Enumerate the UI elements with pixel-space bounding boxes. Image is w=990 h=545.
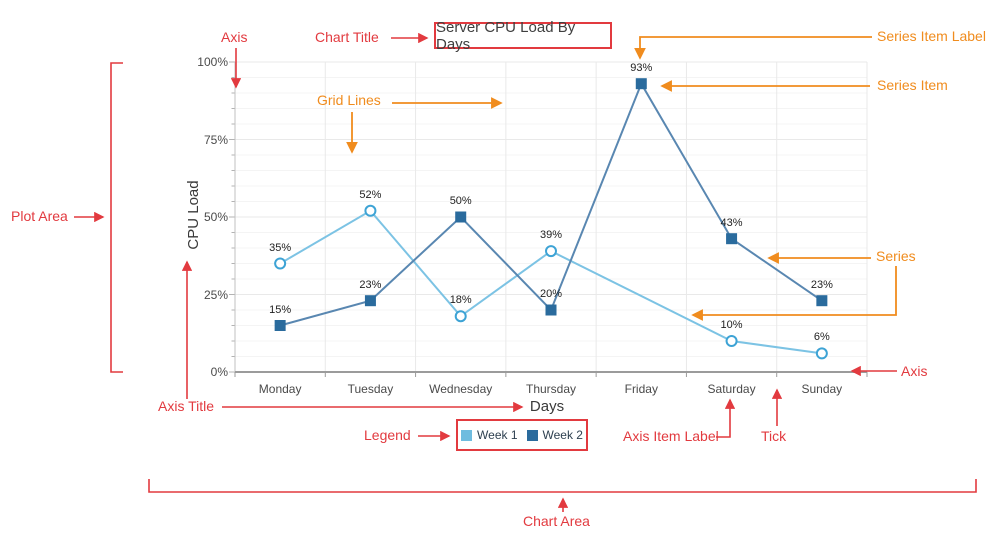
series-item-label: 52% <box>359 188 382 201</box>
series-item-marker[interactable] <box>274 320 286 331</box>
series-item-marker[interactable] <box>454 310 467 323</box>
chart-title: Server CPU Load By Days <box>434 19 612 53</box>
legend-swatch-icon <box>526 429 538 441</box>
series-item-label: 23% <box>359 278 382 291</box>
x-axis-title: Days <box>529 398 565 415</box>
legend-item[interactable]: Week 2 <box>526 428 583 442</box>
annotation-series-arrow-week1 <box>691 266 897 321</box>
series-item-marker[interactable] <box>725 335 738 347</box>
series-item-label: 23% <box>810 278 833 291</box>
series-item-label: 43% <box>720 216 743 229</box>
annotation-axis-top: Axis <box>221 29 248 45</box>
x-axis-item-label: Monday <box>258 382 302 396</box>
annotation-chart-area: Chart Area <box>523 513 590 529</box>
y-axis-item-label: 75% <box>203 132 228 147</box>
series-item-label: 50% <box>449 195 472 207</box>
series-item-label: 35% <box>269 241 292 254</box>
annotation-chart-title: Chart Title <box>315 29 379 45</box>
series-item-marker[interactable] <box>635 78 647 90</box>
y-axis-item-label: 0% <box>210 365 228 379</box>
legend-swatch-icon <box>461 429 473 441</box>
annotation-axis-item-label: Axis Item Label <box>623 428 719 444</box>
y-axis-item-label: 25% <box>203 287 228 302</box>
annotation-plot-area: Plot Area <box>11 208 68 224</box>
annotation-series-item-label: Series Item Label <box>877 28 986 44</box>
series-line-1 <box>279 209 822 355</box>
series-item-marker[interactable] <box>815 347 828 360</box>
annotation-axis-bottom: Axis <box>901 363 928 379</box>
annotation-axis-item-label-arrow <box>716 398 736 438</box>
y-axis-title: CPU Load <box>185 180 202 250</box>
legend-label: Week 1 <box>477 428 518 442</box>
annotation-tick: Tick <box>761 428 787 444</box>
series-item-label: 6% <box>813 331 830 344</box>
x-axis-item-label: Friday <box>624 382 658 396</box>
annotation-series-item-label-arrow <box>634 36 872 60</box>
series-item-label: 39% <box>539 229 563 242</box>
legend-label: Week 2 <box>542 428 583 442</box>
series-item-marker[interactable] <box>545 245 557 258</box>
series-item-marker[interactable] <box>364 204 377 217</box>
series-item-label: 18% <box>449 294 472 307</box>
annotation-plot-area-bracket <box>110 62 123 373</box>
y-axis-item-label: 50% <box>203 210 228 224</box>
x-axis-item-label: Saturday <box>707 382 756 396</box>
annotation-chart-area-bracket <box>148 479 977 493</box>
y-axis-item-label: 100% <box>197 55 228 69</box>
annotation-series: Series <box>876 248 916 264</box>
series-item-marker[interactable] <box>726 233 738 245</box>
annotation-legend: Legend <box>364 427 411 443</box>
legend: Week 1 Week 2 <box>456 419 588 451</box>
x-axis-item-label: Tuesday <box>347 382 394 396</box>
annotation-series-item: Series Item <box>877 77 948 93</box>
annotation-axis-title: Axis Title <box>158 398 215 414</box>
series-item-label: 20% <box>539 288 563 300</box>
series-item-marker[interactable] <box>455 211 467 223</box>
x-axis-item-label: Thursday <box>525 382 577 396</box>
annotation-grid-lines: Grid Lines <box>317 92 381 108</box>
series-item-marker[interactable] <box>364 295 376 307</box>
series-item-label: 10% <box>720 319 743 331</box>
series-item-marker[interactable] <box>545 304 557 316</box>
series-item-label: 15% <box>269 303 292 316</box>
legend-item[interactable]: Week 1 <box>461 428 518 442</box>
series-item-marker[interactable] <box>816 295 828 307</box>
series-item-marker[interactable] <box>274 257 287 270</box>
x-axis-item-label: Sunday <box>801 382 843 396</box>
series-item-label: 93% <box>630 61 653 74</box>
x-axis-item-label: Wednesday <box>429 382 493 396</box>
